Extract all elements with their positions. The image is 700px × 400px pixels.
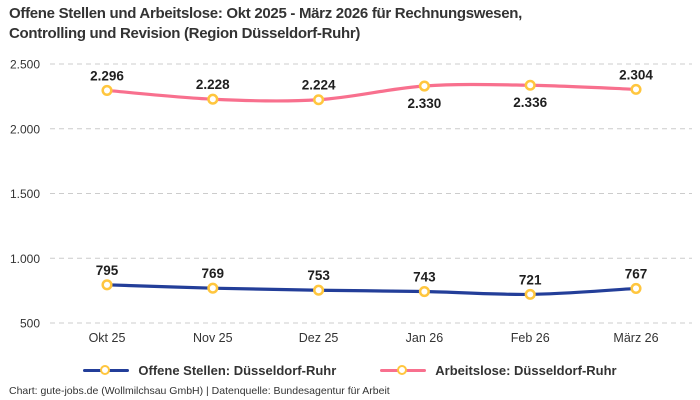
chart-legend: Offene Stellen: Düsseldorf-Ruhr Arbeitsl… — [0, 358, 700, 382]
data-point-marker[interactable] — [524, 79, 536, 91]
data-point-marker[interactable] — [207, 93, 219, 105]
legend-item-offene-stellen[interactable]: Offene Stellen: Düsseldorf-Ruhr — [83, 363, 336, 378]
data-point-marker[interactable] — [418, 285, 430, 298]
legend-swatch-blue — [83, 363, 130, 377]
series-line — [105, 82, 638, 103]
chart-title-line-1: Offene Stellen und Arbeitslose: Okt 2025… — [9, 5, 522, 22]
data-point-label: 795 — [96, 263, 119, 278]
data-point-label: 2.224 — [302, 78, 336, 93]
data-point-marker[interactable] — [101, 84, 113, 96]
y-axis-tick-label: 500 — [20, 317, 40, 331]
data-point-label: 769 — [202, 266, 225, 281]
chart-title-line-2: Controlling und Revision (Region Düsseld… — [9, 25, 361, 42]
data-point-label: 2.296 — [90, 68, 124, 83]
data-point-label: 743 — [413, 270, 436, 285]
y-axis-tick-label: 1.000 — [10, 252, 40, 266]
series-line — [105, 283, 638, 297]
legend-label: Arbeitslose: Düsseldorf-Ruhr — [435, 362, 617, 378]
data-point-label: 753 — [307, 268, 330, 283]
data-point-marker[interactable] — [207, 282, 219, 294]
legend-item-arbeitslose[interactable]: Arbeitslose: Düsseldorf-Ruhr — [380, 362, 617, 378]
x-axis-tick-label: Dez 25 — [299, 331, 339, 345]
data-point-label: 2.304 — [619, 67, 653, 82]
y-axis-tick-label: 1.500 — [10, 187, 40, 201]
x-axis-tick-label: März 26 — [613, 331, 658, 345]
circle-marker-icon — [100, 365, 111, 375]
x-axis-tick-label: Jan 26 — [406, 331, 444, 345]
data-point-marker[interactable] — [418, 80, 430, 92]
data-point-marker[interactable] — [101, 279, 113, 291]
chart-canvas: 500 1.000 1.500 2.000 2.500 Okt 25 Nov 25 Dez 2… — [10, 58, 692, 345]
x-axis-tick-label: Okt 25 — [89, 331, 126, 345]
data-point-marker[interactable] — [313, 94, 325, 106]
y-axis-tick-label: 2.500 — [10, 58, 40, 72]
legend-label: Offene Stellen: Düsseldorf-Ruhr — [138, 362, 337, 378]
chart-title: Offene Stellen und Arbeitslose: Okt 2025… — [9, 4, 669, 44]
data-point-label: 721 — [519, 272, 542, 287]
data-point-marker[interactable] — [630, 83, 642, 95]
x-axis-tick-label: Feb 26 — [511, 331, 550, 345]
circle-marker-icon — [397, 365, 408, 375]
data-point-label: 2.330 — [408, 96, 442, 111]
data-point-marker[interactable] — [630, 282, 642, 294]
legend-swatch-pink — [380, 363, 427, 377]
data-point-label: 2.228 — [196, 77, 230, 92]
data-point-label: 2.336 — [513, 95, 547, 110]
attribution-text: Chart: gute-jobs.de (Wollmilchsau GmbH) … — [9, 385, 390, 397]
data-point-marker[interactable] — [524, 288, 536, 300]
data-point-label: 767 — [625, 266, 648, 281]
data-point-marker[interactable] — [313, 284, 325, 296]
x-axis-tick-label: Nov 25 — [193, 331, 233, 345]
y-axis-tick-label: 2.000 — [10, 122, 40, 136]
